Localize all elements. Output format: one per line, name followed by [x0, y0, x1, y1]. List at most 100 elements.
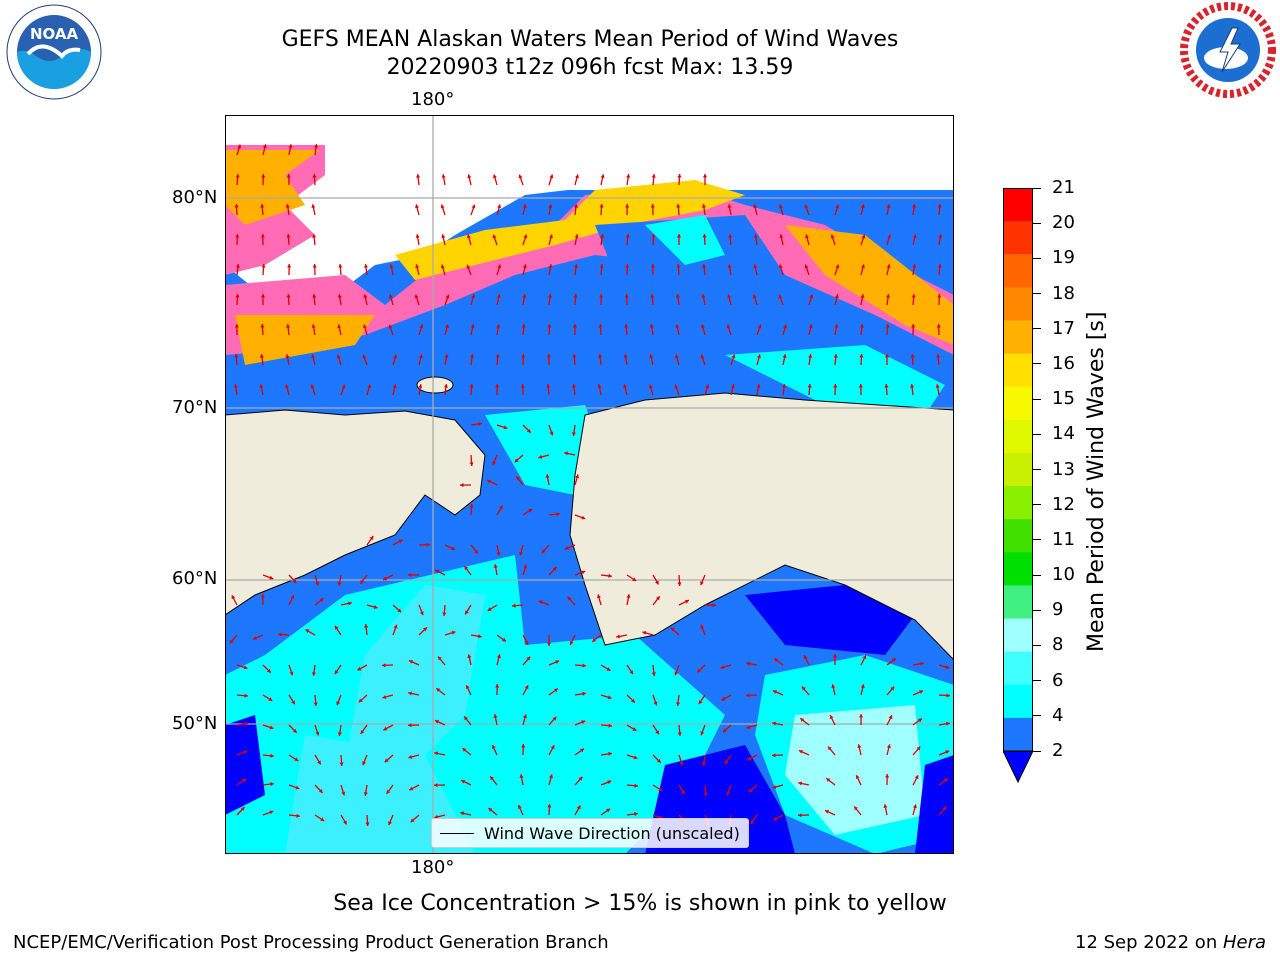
- wind-arrow-head: [235, 174, 240, 178]
- wind-arrow-head: [574, 234, 579, 238]
- wind-arrow-head: [917, 718, 922, 723]
- colorbar-segment: [1003, 188, 1033, 222]
- wind-arrow-head: [701, 324, 705, 329]
- wind-arrow-head: [571, 384, 576, 388]
- wind-arrow-head: [700, 581, 704, 586]
- wind-arrow-head: [291, 700, 295, 705]
- wind-arrow-head: [598, 324, 603, 328]
- wind-arrow-head: [599, 294, 604, 298]
- wind-arrow-head: [546, 354, 551, 358]
- wind-arrow-head: [832, 654, 838, 658]
- wind-arrow-head: [698, 700, 703, 705]
- wind-arrow-head: [802, 686, 806, 691]
- wind-arrow-head: [317, 760, 321, 765]
- wind-arrow-head: [886, 264, 891, 268]
- wind-arrow-head: [409, 786, 414, 791]
- wind-arrow-head: [364, 624, 369, 628]
- wind-arrow-head: [854, 806, 858, 811]
- colorbar-tick-mark: [1033, 680, 1041, 682]
- wind-arrow-head: [727, 204, 732, 208]
- wind-arrow-head: [728, 234, 733, 238]
- wind-arrow-head: [598, 354, 603, 358]
- wind-arrow-head: [834, 294, 839, 299]
- wind-arrow-head: [937, 204, 942, 208]
- wind-arrow-head: [538, 600, 543, 605]
- wind-arrow-head: [634, 783, 638, 788]
- wind-arrow-head: [440, 204, 445, 209]
- wind-arrow-head: [441, 174, 446, 178]
- wind-arrow-head: [443, 384, 448, 388]
- wind-arrow-head: [575, 474, 580, 479]
- wind-arrow-head: [285, 384, 289, 389]
- wind-arrow-head: [252, 636, 257, 640]
- wind-arrow-head: [655, 730, 659, 735]
- wind-arrow-head: [833, 354, 838, 358]
- wind-arrow-head: [859, 354, 864, 358]
- wind-arrow-head: [470, 354, 475, 358]
- wind-arrow-head: [388, 821, 392, 826]
- colorbar-tick-label: 19: [1052, 247, 1075, 269]
- wind-arrow-head: [574, 264, 579, 268]
- wind-arrow-head: [890, 686, 895, 691]
- wind-arrow-head: [442, 612, 447, 616]
- wind-arrow-head: [946, 721, 950, 726]
- colorbar-tick-mark: [1033, 574, 1041, 576]
- wind-arrow-head: [231, 595, 236, 600]
- wind-arrow-head: [320, 817, 325, 821]
- wind-arrow-head: [573, 204, 578, 208]
- wind-arrow-head: [416, 174, 421, 178]
- wind-arrow-head: [363, 792, 368, 796]
- colorbar-segment: [1003, 618, 1033, 653]
- colorbar-tick-mark: [1033, 398, 1041, 400]
- wind-arrow-head: [526, 428, 531, 433]
- colorbar-tick-label: 9: [1052, 599, 1064, 621]
- wind-arrow-head: [753, 234, 758, 238]
- wind-arrow-head: [397, 608, 402, 613]
- wind-arrow-head: [608, 723, 612, 728]
- wind-arrow-head: [936, 324, 941, 328]
- wind-arrow-head: [503, 425, 508, 430]
- wind-arrow-head: [799, 750, 803, 754]
- wind-arrow-head: [235, 294, 240, 298]
- wind-arrow-head: [700, 731, 705, 736]
- wind-arrow-head: [624, 294, 629, 298]
- wind-arrow-head: [339, 762, 344, 766]
- wind-arrow-head: [312, 174, 317, 178]
- colorbar-tick-mark: [1033, 750, 1041, 752]
- wind-arrow-head: [888, 715, 893, 720]
- wind-arrow-head: [936, 354, 941, 358]
- wind-arrow-head: [547, 294, 552, 298]
- wind-arrow-head: [634, 811, 638, 816]
- wind-arrow-head: [286, 324, 291, 328]
- wind-arrow-head: [861, 234, 866, 239]
- legend-line-swatch: [440, 832, 474, 834]
- wind-arrow-head: [748, 788, 753, 793]
- wind-arrow-head: [269, 575, 274, 580]
- wind-arrow-head: [492, 745, 496, 749]
- wind-arrow-head: [260, 324, 265, 328]
- wind-arrow-head: [833, 384, 838, 388]
- wind-arrow-head: [702, 174, 708, 178]
- wind-arrow-head: [487, 607, 492, 611]
- wind-arrow-head: [782, 354, 787, 358]
- wind-arrow-head: [582, 691, 586, 696]
- wind-arrow-head: [311, 204, 316, 208]
- wind-arrow-head: [606, 667, 611, 671]
- nws-logo: [1180, 2, 1276, 98]
- colorbar-segment: [1003, 320, 1033, 355]
- wind-arrow-head: [884, 384, 889, 388]
- wind-arrow-head: [885, 774, 890, 778]
- wind-arrow-head: [826, 778, 831, 782]
- wind-arrow-head: [244, 693, 248, 698]
- wind-arrow-head: [524, 640, 529, 645]
- wind-arrow-head: [625, 234, 630, 238]
- wind-arrow-head: [554, 688, 558, 693]
- wind-arrow-head: [314, 144, 319, 148]
- wind-arrow-head: [524, 685, 529, 690]
- wind-arrow-head: [722, 728, 727, 733]
- wind-arrow-head: [337, 732, 342, 736]
- legend-label: Wind Wave Direction (unscaled): [484, 823, 740, 843]
- wind-arrow-head: [318, 789, 323, 793]
- wind-arrow-head: [358, 698, 363, 703]
- wind-arrow-head: [270, 782, 274, 787]
